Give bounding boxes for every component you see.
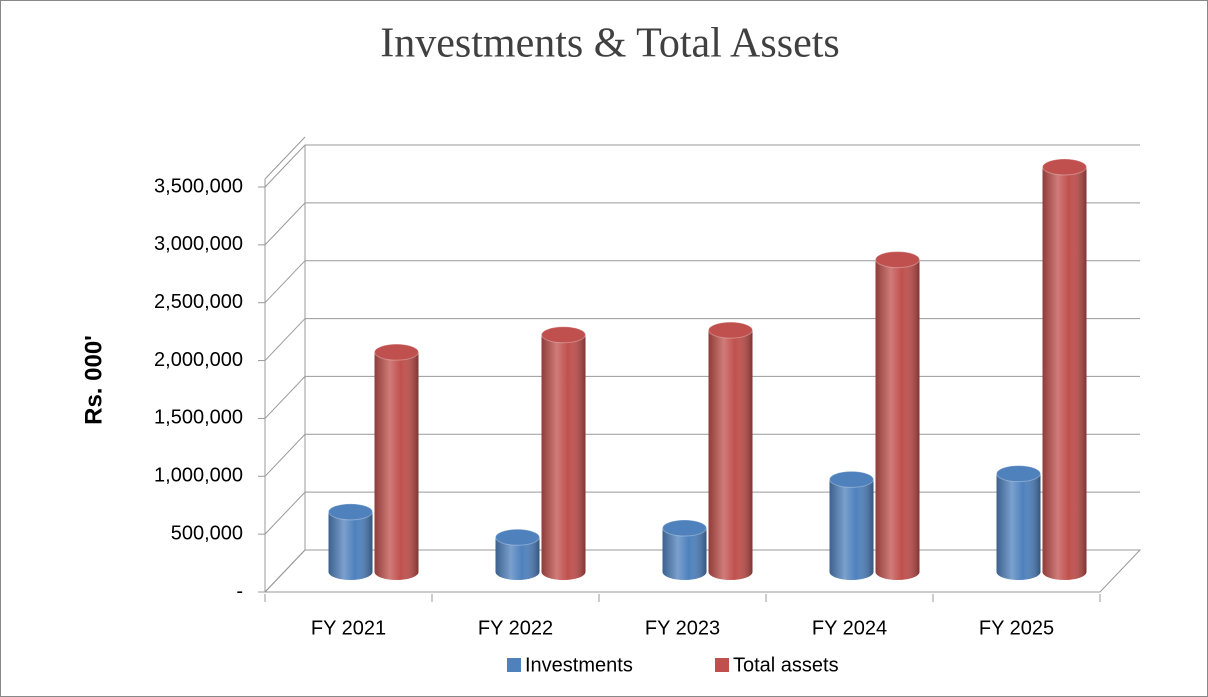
- cylinder: [708, 321, 753, 580]
- y-tick-label: 3,500,000: [154, 175, 243, 197]
- x-tick-label: FY 2025: [979, 617, 1054, 639]
- bar-shade: [374, 352, 419, 580]
- left-wall-top: [264, 136, 306, 180]
- bar-top: [495, 528, 540, 546]
- bar-shade: [662, 528, 707, 580]
- bar-top: [1042, 158, 1087, 176]
- legend-label: Total assets: [733, 654, 839, 676]
- cylinder: [875, 251, 920, 580]
- bar-shade: [495, 537, 540, 580]
- grid-line: [264, 375, 1140, 419]
- cylinder: [495, 528, 540, 580]
- bar-shade: [875, 259, 920, 580]
- cylinder: [374, 343, 419, 580]
- legend-swatch: [715, 658, 729, 672]
- cylinder: [829, 470, 874, 580]
- cylinder: [541, 326, 586, 580]
- cylinder: [662, 519, 707, 580]
- y-tick-label: 2,000,000: [154, 349, 243, 371]
- cylinder: [1042, 158, 1087, 580]
- y-tick-label: -: [236, 580, 243, 602]
- bar-top: [996, 465, 1041, 483]
- x-tick-label: FY 2022: [478, 617, 553, 639]
- bar-shade: [1042, 167, 1087, 580]
- bar-top: [374, 343, 419, 361]
- bar-shade: [996, 473, 1041, 580]
- grid-line: [264, 433, 1140, 477]
- y-tick-label: 1,500,000: [154, 407, 243, 429]
- y-axis-label: Rs. 000': [80, 335, 107, 425]
- y-tick-label: 1,000,000: [154, 465, 243, 487]
- bar-shade: [541, 334, 586, 580]
- bar-top: [662, 519, 707, 537]
- cylinder: [328, 503, 373, 580]
- x-tick-label: FY 2021: [311, 617, 386, 639]
- bar-top: [708, 321, 753, 339]
- legend-swatch: [507, 658, 521, 672]
- grid-line: [264, 318, 1140, 361]
- bar-top: [875, 251, 920, 269]
- x-tick-label: FY 2024: [812, 617, 887, 639]
- y-tick-label: 2,500,000: [154, 291, 243, 313]
- chart-title: Investments & Total Assets: [380, 21, 839, 67]
- x-tick-label: FY 2023: [645, 617, 720, 639]
- bar-shade: [708, 330, 753, 580]
- grid-line: [264, 202, 1140, 246]
- cylinder: [996, 465, 1041, 580]
- grid-line: [264, 260, 1140, 304]
- bar-shade: [328, 511, 373, 580]
- legend-label: Investments: [525, 654, 633, 676]
- bar-top: [328, 503, 373, 521]
- bar-top: [541, 326, 586, 344]
- bar-shade: [829, 479, 874, 580]
- grid-line: [264, 144, 1140, 188]
- y-tick-label: 3,000,000: [154, 233, 243, 255]
- bar-top: [829, 470, 874, 488]
- y-tick-label: 500,000: [171, 522, 243, 544]
